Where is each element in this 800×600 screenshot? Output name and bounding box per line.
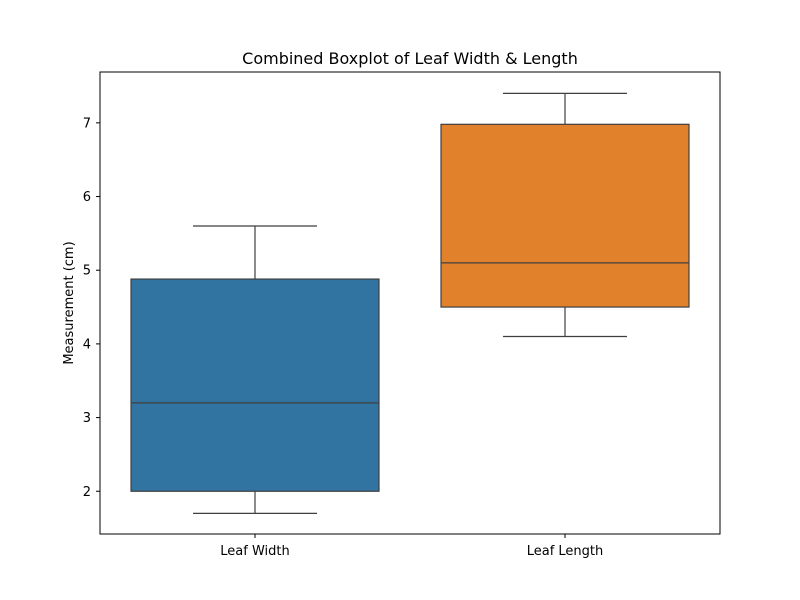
- y-tick-label: 7: [83, 116, 91, 131]
- plot-area: 2 3 4 5 6 7 Leaf Width Leaf Length: [83, 71, 721, 559]
- y-tick-label: 2: [83, 485, 91, 500]
- y-tick-label: 6: [83, 190, 91, 205]
- box-group: [440, 92, 690, 338]
- box-body: [440, 123, 690, 308]
- y-tick-label: 3: [83, 411, 91, 426]
- box-group: [130, 225, 380, 514]
- y-tick-label: 5: [83, 264, 91, 279]
- x-tick-label: Leaf Width: [220, 544, 289, 559]
- y-axis-label: Measurement (cm): [62, 241, 77, 364]
- chart-title: Combined Boxplot of Leaf Width & Length: [242, 49, 578, 68]
- box-body: [130, 278, 380, 492]
- plot-frame: [99, 71, 721, 535]
- y-tick-label: 4: [83, 337, 91, 352]
- x-tick-label: Leaf Length: [527, 544, 604, 559]
